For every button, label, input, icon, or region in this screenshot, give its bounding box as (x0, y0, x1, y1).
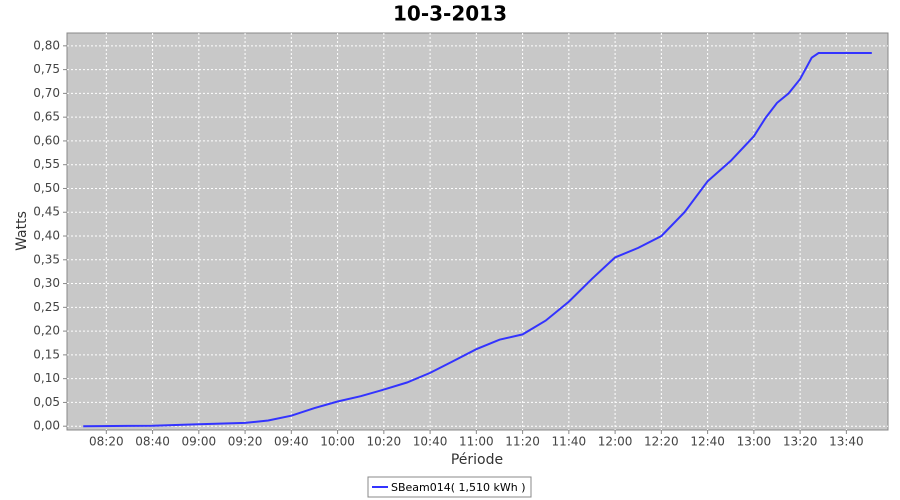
x-tick-label: 09:40 (274, 435, 309, 449)
x-tick-label: 11:20 (505, 435, 540, 449)
y-tick-label: 0,35 (33, 252, 60, 266)
y-tick-label: 0,00 (33, 419, 60, 433)
x-tick-label: 09:20 (228, 435, 263, 449)
y-tick-label: 0,45 (33, 205, 60, 219)
y-tick-label: 0,55 (33, 157, 60, 171)
x-tick-label: 13:40 (829, 435, 864, 449)
y-tick-label: 0,40 (33, 229, 60, 243)
plot-area (66, 32, 889, 431)
data-line (83, 52, 872, 428)
y-tick-label: 0,60 (33, 133, 60, 147)
x-tick-label: 09:00 (182, 435, 217, 449)
x-tick-label: 08:40 (135, 435, 170, 449)
x-tick-label: 10:40 (413, 435, 448, 449)
y-tick-label: 0,70 (33, 86, 60, 100)
x-axis-label: Période (451, 452, 503, 468)
y-tick-label: 0,10 (33, 371, 60, 385)
y-tick-label: 0,20 (33, 324, 60, 338)
chart-title: 10-3-2013 (393, 2, 507, 26)
x-tick-label: 13:20 (783, 435, 818, 449)
x-tick-label: 10:20 (367, 435, 402, 449)
y-tick-label: 0,50 (33, 181, 60, 195)
x-tick-label: 12:20 (644, 435, 679, 449)
x-tick-label: 11:00 (459, 435, 494, 449)
x-tick-label: 10:00 (320, 435, 355, 449)
y-tick-label: 0,75 (33, 62, 60, 76)
legend-label: SBeam014( 1,510 kWh ) (391, 481, 526, 494)
y-tick-label: 0,30 (33, 276, 60, 290)
y-tick-label: 0,65 (33, 110, 60, 124)
y-tick-label: 0,15 (33, 347, 60, 361)
y-tick-label: 0,05 (33, 395, 60, 409)
x-tick-label: 08:20 (89, 435, 124, 449)
legend (367, 476, 532, 498)
x-tick-label: 13:00 (737, 435, 772, 449)
x-tick-label: 11:40 (552, 435, 587, 449)
y-tick-label: 0,80 (33, 38, 60, 52)
x-tick-label: 12:40 (690, 435, 725, 449)
y-axis-label: Watts (14, 211, 30, 251)
y-tick-label: 0,25 (33, 300, 60, 314)
x-tick-label: 12:00 (598, 435, 633, 449)
